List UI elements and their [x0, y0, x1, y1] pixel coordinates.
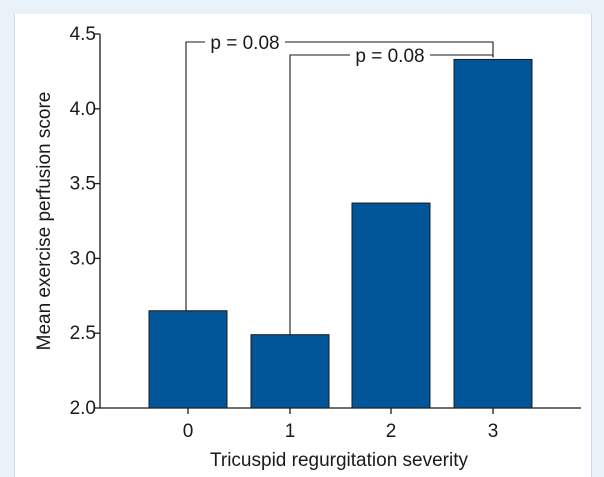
y-tick-label: 3.5 [70, 174, 96, 195]
y-axis-label: Mean exercise perfusion score [34, 92, 55, 351]
significance-label: p = 0.08 [210, 33, 279, 54]
significance-bracket [185, 41, 494, 311]
y-tick-label: 2.5 [70, 323, 96, 344]
x-tick-label: 0 [183, 421, 194, 442]
y-tick-label: 4.5 [70, 24, 96, 45]
bar [453, 58, 533, 409]
bar [250, 334, 330, 409]
y-tick-label: 4.0 [70, 99, 96, 120]
x-tick-label: 1 [285, 421, 296, 442]
bar [148, 310, 228, 409]
y-tick-label: 3.0 [70, 248, 96, 269]
plot-area: 2.0 2.5 3.0 3.5 4.0 4.5 0 1 2 3 p = 0.08 p = 0.08 [70, 24, 581, 442]
bar [351, 202, 431, 409]
y-tick-label: 2.0 [70, 398, 96, 419]
significance-bracket [289, 54, 494, 335]
x-tick-label: 3 [488, 421, 499, 442]
x-tick-label: 2 [386, 421, 397, 442]
significance-label: p = 0.08 [355, 46, 424, 67]
x-axis-label: Tricuspid regurgitation severity [210, 450, 469, 471]
